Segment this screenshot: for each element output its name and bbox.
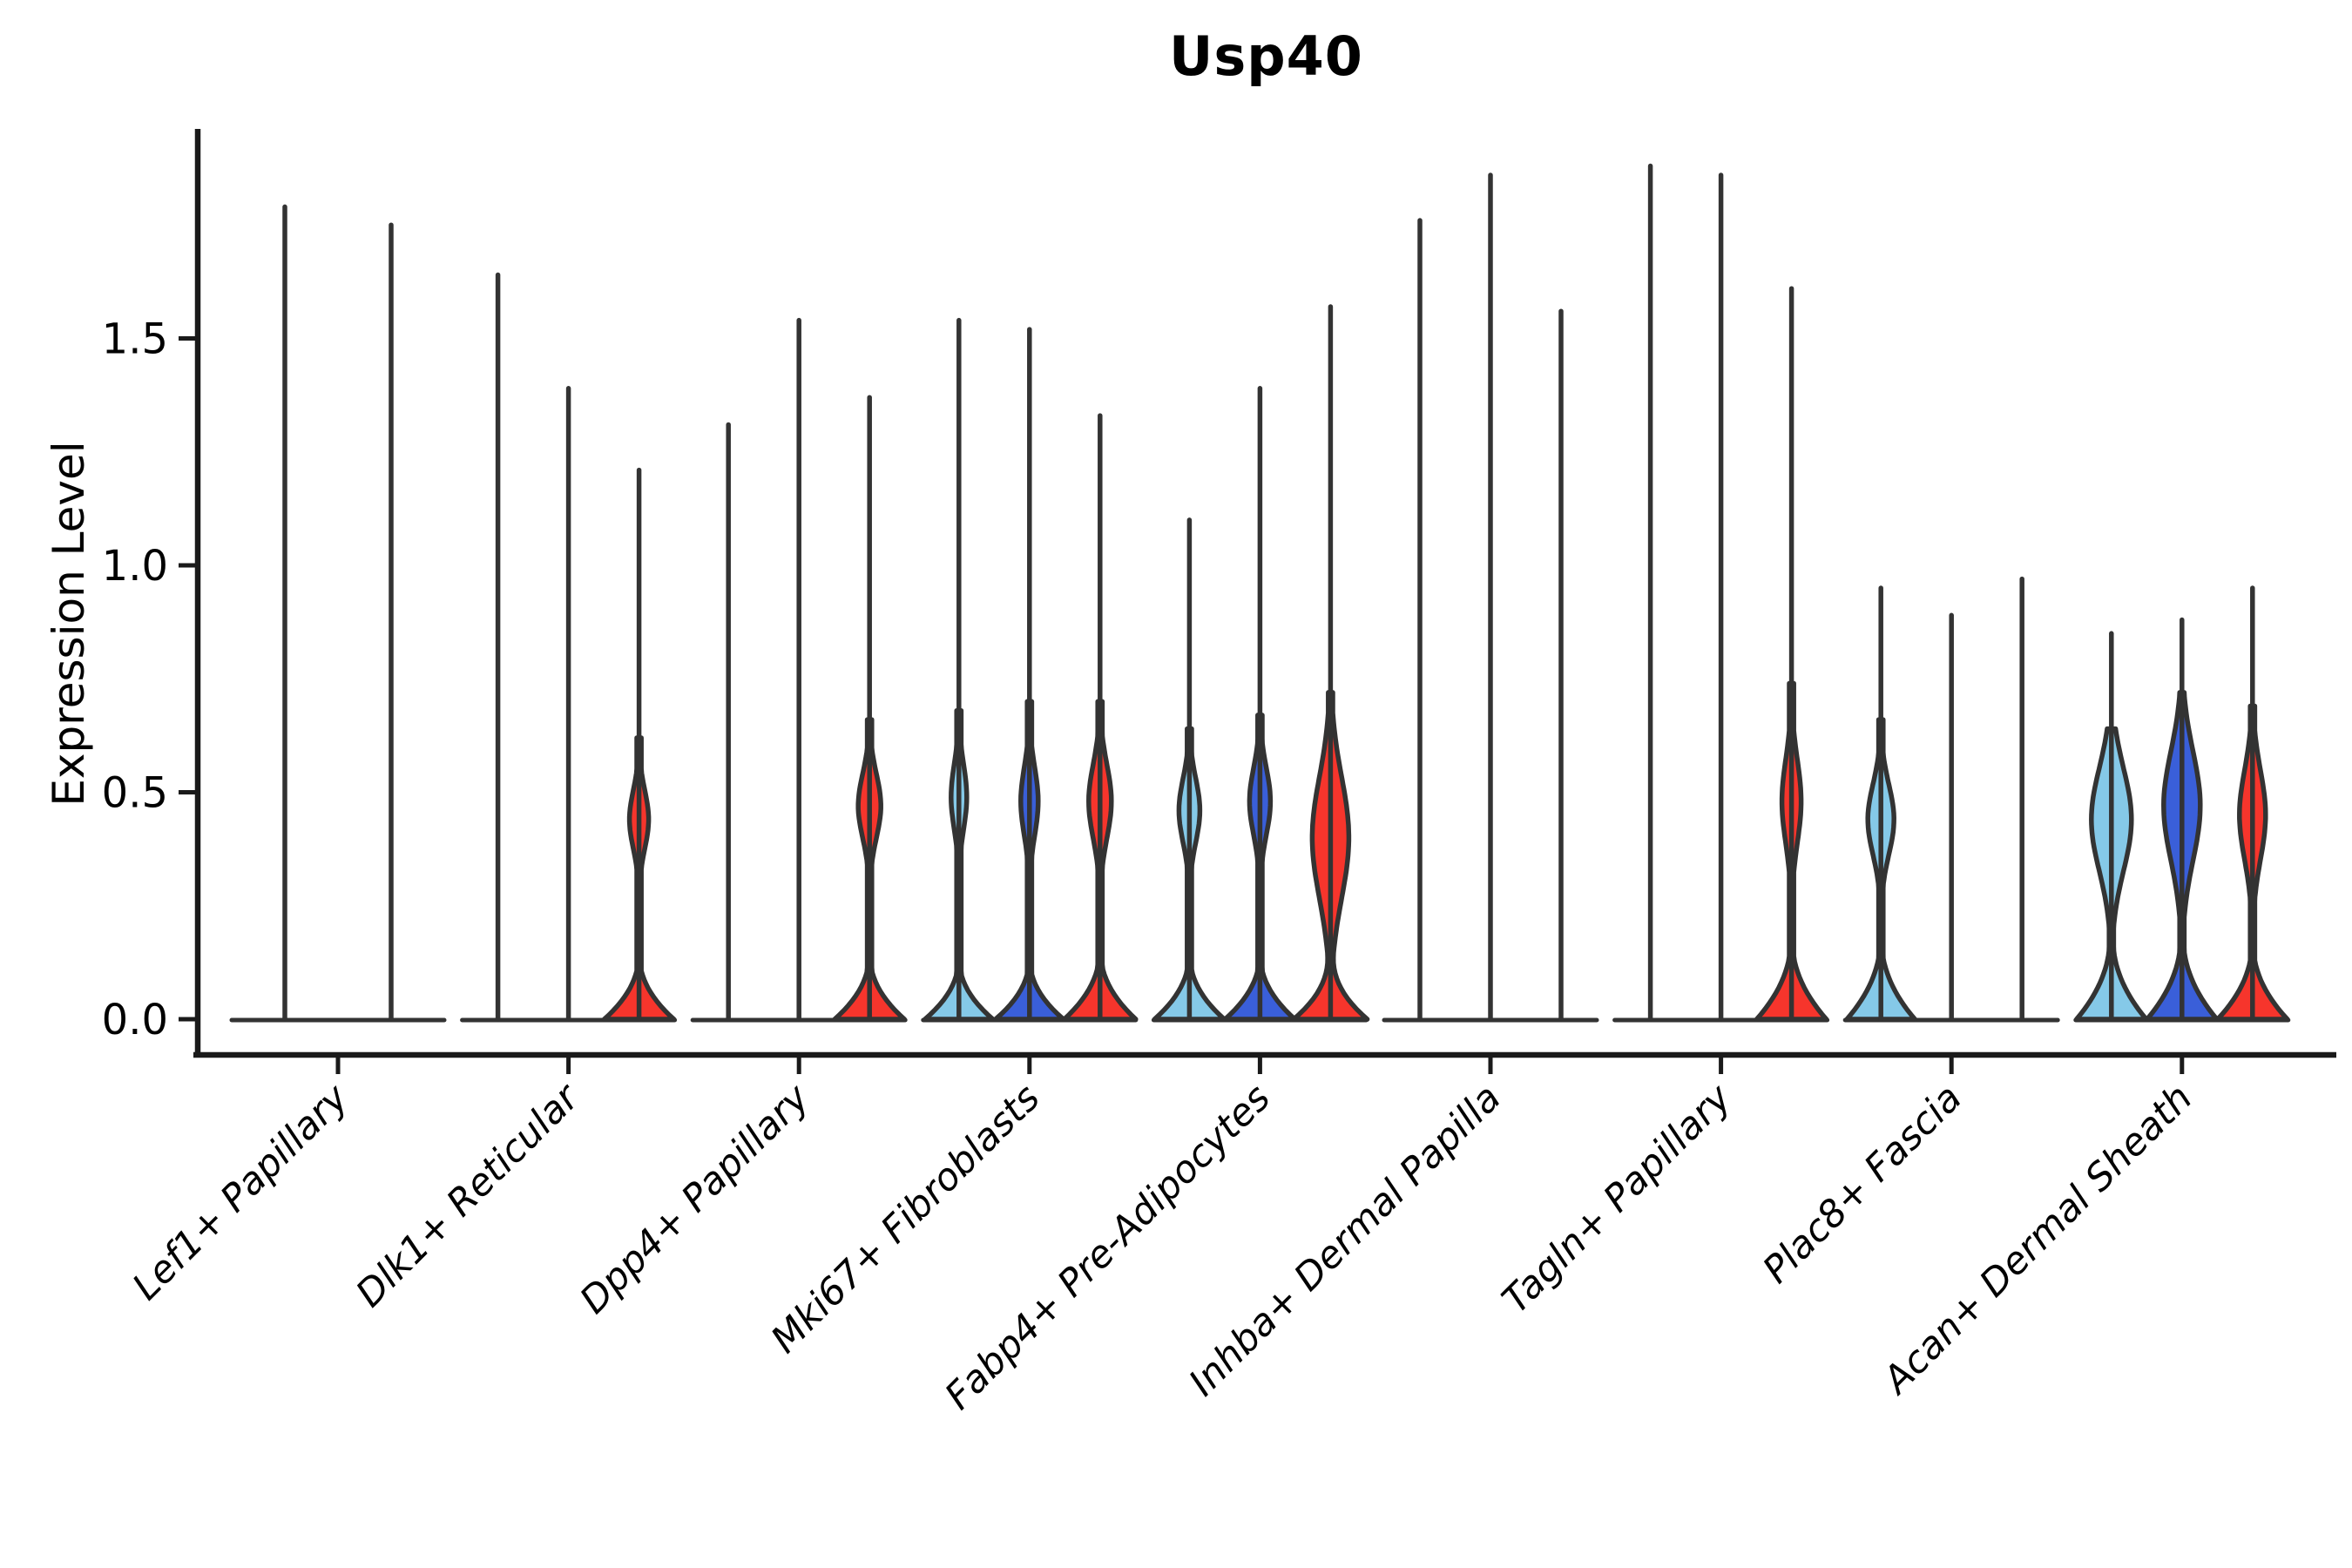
y-tick-label: 1.0 — [102, 542, 168, 591]
x-tick-label: Tagln+ Papillary — [1494, 1076, 1740, 1322]
y-tick-label: 1.5 — [102, 314, 168, 363]
x-tick-label: Lef1+ Papillary — [125, 1076, 357, 1308]
x-tick-label: Dpp4+ Papillary — [571, 1076, 818, 1322]
y-tick-label: 0.0 — [102, 996, 168, 1044]
chart-title: Usp40 — [1169, 24, 1363, 88]
x-tick-label: Plac8+ Fascia — [1754, 1076, 1970, 1292]
y-tick-label: 0.5 — [102, 768, 168, 817]
x-tick-label: Dlk1+ Reticular — [348, 1075, 589, 1316]
